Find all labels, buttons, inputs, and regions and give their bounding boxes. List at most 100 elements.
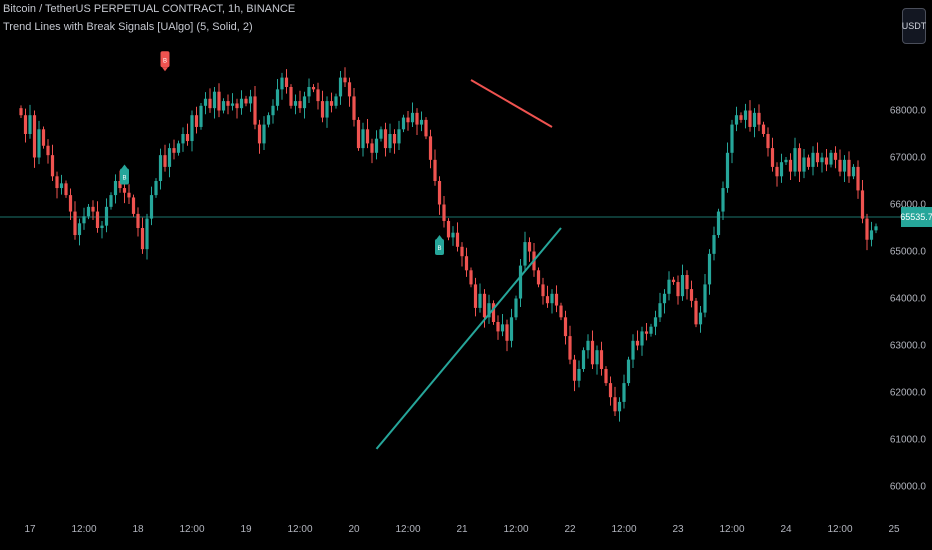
time-tick-label: 12:00 xyxy=(719,524,744,535)
price-tick-label: 61000.0 xyxy=(890,435,927,446)
candle xyxy=(617,397,622,422)
candle xyxy=(563,310,568,345)
candle xyxy=(743,103,748,129)
currency-unit-button[interactable]: USDT xyxy=(902,8,926,44)
time-tick-label: 12:00 xyxy=(179,524,204,535)
candle-body xyxy=(779,162,784,177)
candle-body xyxy=(577,369,581,381)
candle-body xyxy=(100,225,104,228)
candle-body xyxy=(289,87,293,106)
candle-body xyxy=(676,282,680,297)
indicator-legend[interactable]: Trend Lines with Break Signals [UAlgo] (… xyxy=(3,21,253,33)
candle xyxy=(311,84,316,93)
candle xyxy=(104,198,109,233)
candle-body xyxy=(392,134,397,144)
candle-body xyxy=(464,256,469,271)
candle xyxy=(460,242,464,267)
candle-body xyxy=(406,117,410,123)
candle-body xyxy=(446,220,451,238)
candle xyxy=(815,142,820,167)
time-tick-label: 12:00 xyxy=(503,524,528,535)
candle-body xyxy=(626,359,631,384)
time-tick-label: 12:00 xyxy=(827,524,852,535)
candle-body xyxy=(239,98,244,109)
candle xyxy=(100,220,104,239)
time-axis[interactable]: 17 12:00 18 12:00 19 12:00 20 12:00 21 12:00 22 12:… xyxy=(24,524,900,535)
candle xyxy=(158,148,163,190)
candle xyxy=(451,226,455,246)
candle-body xyxy=(563,317,568,337)
candle xyxy=(221,98,226,114)
candle xyxy=(536,267,541,288)
candle xyxy=(473,277,478,317)
candle-body xyxy=(725,152,730,189)
candle xyxy=(653,310,658,336)
candle-body xyxy=(190,115,194,142)
candle-body xyxy=(95,211,100,228)
candle-body xyxy=(473,284,478,308)
candle xyxy=(181,127,185,152)
candle-body xyxy=(649,326,653,334)
candle xyxy=(464,247,469,277)
price-tick-label: 66000.0 xyxy=(890,200,927,211)
candle xyxy=(586,334,590,359)
candle xyxy=(860,180,865,224)
candle-body xyxy=(226,101,230,106)
candle-body xyxy=(469,270,473,285)
signal-pointer xyxy=(121,164,128,169)
candle-body xyxy=(262,124,266,144)
candle-body xyxy=(185,134,190,142)
candle-body xyxy=(41,129,46,146)
chart-title: Bitcoin / TetherUS PERPETUAL CONTRACT, 1… xyxy=(3,3,296,15)
candle xyxy=(847,151,851,183)
candle xyxy=(176,140,181,156)
price-tick-label: 64000.0 xyxy=(890,294,927,305)
candle xyxy=(208,88,212,113)
candle-body xyxy=(559,305,563,318)
candle-body xyxy=(631,340,635,360)
candle xyxy=(352,87,356,127)
candle-body xyxy=(455,232,460,247)
candle-body xyxy=(487,303,491,318)
candle xyxy=(293,94,298,115)
candle-body xyxy=(622,383,626,402)
candle-body xyxy=(635,340,640,346)
candle xyxy=(172,139,176,160)
candle-body xyxy=(86,206,91,217)
candle xyxy=(572,354,577,392)
candle-body xyxy=(194,115,199,127)
candle xyxy=(496,315,500,340)
candle xyxy=(797,143,802,182)
candle-body xyxy=(46,145,50,156)
candle-body xyxy=(131,197,136,214)
candle xyxy=(50,144,55,181)
candle-body xyxy=(797,148,802,172)
candle xyxy=(361,122,365,157)
candle-body xyxy=(721,188,725,212)
signal-label: B xyxy=(163,58,167,64)
candle-body xyxy=(158,155,163,181)
candle-body xyxy=(163,155,167,167)
candle xyxy=(716,208,721,238)
price-axis[interactable]: 60000.0 61000.0 62000.0 63000.0 64000.0 65000… xyxy=(890,106,927,493)
candle-body xyxy=(307,87,311,97)
candle xyxy=(784,157,788,166)
candle-body xyxy=(590,340,595,365)
candle xyxy=(635,330,640,351)
candle xyxy=(73,201,77,240)
candle xyxy=(401,114,406,133)
candle xyxy=(595,345,599,375)
candle xyxy=(406,110,410,131)
candle-body xyxy=(829,152,833,165)
candle xyxy=(838,149,842,177)
candle-body xyxy=(550,293,554,304)
candle xyxy=(707,249,712,295)
candle-body xyxy=(356,119,361,149)
candle xyxy=(649,323,653,337)
candle-body xyxy=(91,206,95,212)
signal-label: B xyxy=(122,176,126,182)
candle-body xyxy=(851,166,856,177)
time-tick-label: 12:00 xyxy=(611,524,636,535)
candle xyxy=(374,130,379,160)
